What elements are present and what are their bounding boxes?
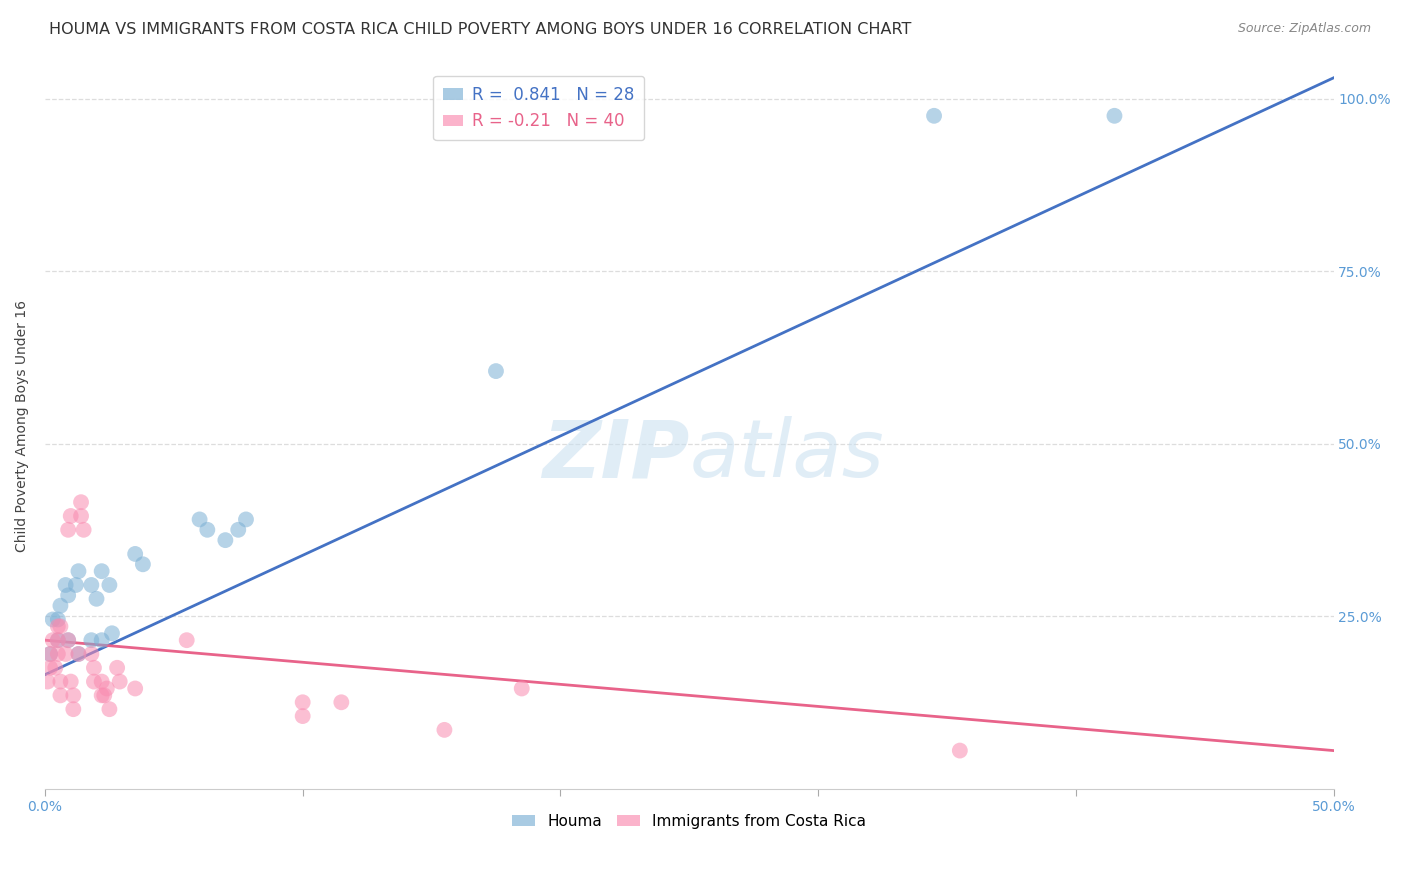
Point <box>188 512 211 526</box>
Point <box>80 578 103 592</box>
Text: atlas: atlas <box>689 417 884 494</box>
Point <box>70 495 93 509</box>
Point <box>56 588 79 602</box>
Point <box>98 702 121 716</box>
Point <box>132 558 155 572</box>
Text: ZIP: ZIP <box>541 417 689 494</box>
Point <box>83 674 105 689</box>
Text: HOUMA VS IMMIGRANTS FROM COSTA RICA CHILD POVERTY AMONG BOYS UNDER 16 CORRELATIO: HOUMA VS IMMIGRANTS FROM COSTA RICA CHIL… <box>49 22 911 37</box>
Point <box>90 633 112 648</box>
Point <box>37 674 59 689</box>
Point <box>214 533 236 548</box>
Point <box>56 633 79 648</box>
Point <box>39 647 62 661</box>
Point <box>101 626 124 640</box>
Point <box>93 689 115 703</box>
Point <box>49 674 72 689</box>
Point <box>56 633 79 648</box>
Point <box>39 647 62 661</box>
Point <box>226 523 249 537</box>
Point <box>46 612 69 626</box>
Point <box>330 695 353 709</box>
Point <box>67 647 90 661</box>
Point <box>67 647 90 661</box>
Point <box>80 633 103 648</box>
Point <box>105 661 128 675</box>
Point <box>62 689 84 703</box>
Point <box>510 681 533 696</box>
Y-axis label: Child Poverty Among Boys Under 16: Child Poverty Among Boys Under 16 <box>15 301 30 552</box>
Point <box>62 702 84 716</box>
Point <box>41 633 63 648</box>
Point <box>98 578 121 592</box>
Point <box>49 599 72 613</box>
Point <box>67 564 90 578</box>
Point <box>65 578 87 592</box>
Point <box>949 743 972 757</box>
Point <box>55 647 77 661</box>
Point <box>46 619 69 633</box>
Point <box>49 619 72 633</box>
Point <box>124 547 146 561</box>
Point <box>291 709 314 723</box>
Point <box>433 723 456 737</box>
Point <box>176 633 198 648</box>
Point <box>291 695 314 709</box>
Point <box>96 681 118 696</box>
Point <box>80 647 103 661</box>
Point <box>59 674 82 689</box>
Point <box>72 523 94 537</box>
Point <box>55 578 77 592</box>
Point <box>235 512 257 526</box>
Point <box>90 674 112 689</box>
Point <box>485 364 508 378</box>
Point <box>46 633 69 648</box>
Point <box>195 523 218 537</box>
Point <box>56 523 79 537</box>
Point <box>46 647 69 661</box>
Point <box>46 633 69 648</box>
Point <box>44 661 66 675</box>
Point <box>86 591 108 606</box>
Point <box>70 508 93 523</box>
Point <box>41 612 63 626</box>
Point <box>83 661 105 675</box>
Point <box>90 689 112 703</box>
Point <box>90 564 112 578</box>
Point <box>124 681 146 696</box>
Point <box>108 674 131 689</box>
Point <box>1104 109 1126 123</box>
Legend: Houma, Immigrants from Costa Rica: Houma, Immigrants from Costa Rica <box>506 808 873 835</box>
Point <box>49 689 72 703</box>
Point <box>922 109 945 123</box>
Point <box>59 508 82 523</box>
Point <box>39 661 62 675</box>
Text: Source: ZipAtlas.com: Source: ZipAtlas.com <box>1237 22 1371 36</box>
